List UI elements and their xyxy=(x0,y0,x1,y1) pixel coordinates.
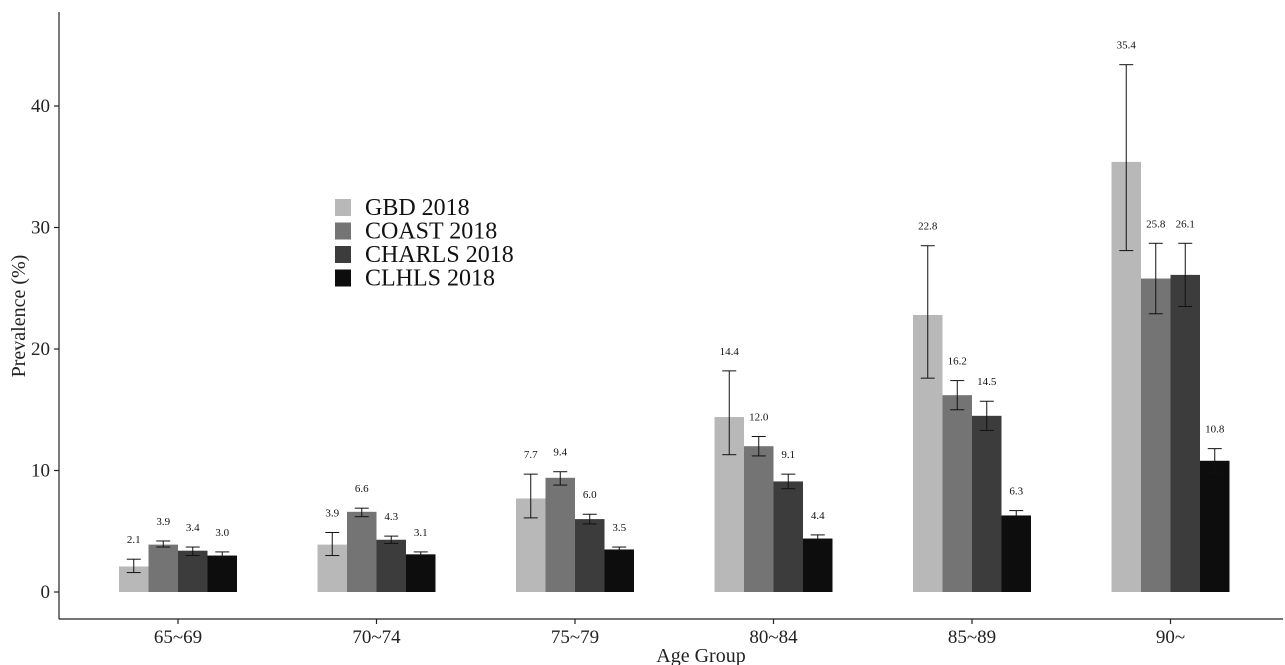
bar xyxy=(545,477,575,592)
data-label: 10.8 xyxy=(1205,424,1225,436)
data-label: 14.5 xyxy=(977,376,997,388)
data-label: 2.1 xyxy=(127,534,141,546)
data-label: 3.9 xyxy=(325,507,339,519)
y-tick-label: 40 xyxy=(31,96,50,117)
data-label: 35.4 xyxy=(1117,40,1137,52)
data-label: 22.8 xyxy=(918,221,938,233)
data-label: 7.7 xyxy=(524,449,538,461)
bar xyxy=(1200,460,1230,592)
legend-label: GBD 2018 xyxy=(365,195,470,221)
x-tick-label: 75~79 xyxy=(551,627,599,648)
bar xyxy=(1141,278,1171,592)
axes: 0 10 20 30 40 65~69 70~74 75~79 80~84 85~89 90~ xyxy=(31,12,1283,648)
y-tick-label: 10 xyxy=(31,461,50,482)
data-label: 26.1 xyxy=(1176,218,1195,230)
y-axis-ticks: 0 10 20 30 40 xyxy=(31,96,59,603)
bar xyxy=(942,395,972,592)
data-label: 3.9 xyxy=(156,516,170,528)
data-label: 3.5 xyxy=(612,522,626,534)
legend-label: CLHLS 2018 xyxy=(365,266,495,292)
bar xyxy=(406,554,436,592)
bar xyxy=(744,446,774,592)
bar xyxy=(207,555,237,592)
y-tick-label: 30 xyxy=(31,218,50,239)
x-tick-label: 65~69 xyxy=(154,627,202,648)
y-tick-label: 0 xyxy=(41,582,51,603)
data-label: 25.8 xyxy=(1146,218,1166,230)
bar xyxy=(803,538,833,592)
x-tick-label: 70~74 xyxy=(352,627,401,648)
data-label: 14.4 xyxy=(720,346,740,358)
legend-swatch xyxy=(335,269,351,287)
x-tick-label: 80~84 xyxy=(749,627,798,648)
y-tick-label: 20 xyxy=(31,339,50,360)
legend-swatch xyxy=(335,199,351,216)
x-axis-ticks: 65~69 70~74 75~79 80~84 85~89 90~ xyxy=(154,619,1185,648)
legend-label: COAST 2018 xyxy=(365,219,497,245)
legend-swatch xyxy=(335,222,351,240)
data-label: 4.3 xyxy=(384,511,398,523)
bar xyxy=(972,415,1002,592)
legend-label: CHARLS 2018 xyxy=(365,242,514,268)
bar xyxy=(604,549,634,592)
bar xyxy=(575,519,605,592)
bars xyxy=(119,161,1230,592)
x-tick-label: 90~ xyxy=(1156,627,1185,648)
data-labels: 2.1 3.9 7.7 14.4 22.8 35.4 3.9 6.6 9.4 12.0 16.2 25… xyxy=(127,40,1225,547)
data-label: 9.1 xyxy=(781,449,795,461)
data-label: 6.6 xyxy=(355,483,369,495)
bar xyxy=(1170,274,1200,592)
y-axis-title: Prevalence (%) xyxy=(8,255,30,378)
x-tick-label: 85~89 xyxy=(948,627,996,648)
data-label: 3.4 xyxy=(186,522,200,534)
bar xyxy=(1001,515,1031,592)
data-label: 12.0 xyxy=(749,411,769,423)
data-label: 9.4 xyxy=(553,447,567,459)
data-label: 3.0 xyxy=(215,527,229,539)
bar xyxy=(773,481,803,592)
data-label: 6.3 xyxy=(1009,486,1023,498)
bar xyxy=(347,511,377,592)
data-label: 6.0 xyxy=(583,489,597,501)
bar xyxy=(178,550,208,592)
bar xyxy=(376,539,406,592)
legend-swatch xyxy=(335,246,351,263)
data-label: 4.4 xyxy=(811,510,825,522)
bar xyxy=(148,544,178,592)
error-bars xyxy=(126,64,1222,574)
data-label: 16.2 xyxy=(948,356,967,368)
data-label: 3.1 xyxy=(414,527,428,539)
x-axis-title: Age Group xyxy=(656,645,745,665)
